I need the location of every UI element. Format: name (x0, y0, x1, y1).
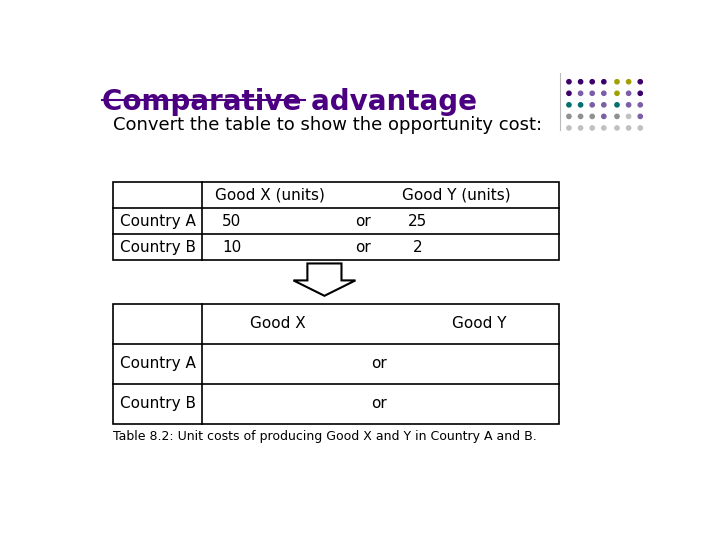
Circle shape (578, 103, 582, 107)
Circle shape (626, 126, 631, 130)
Circle shape (567, 114, 571, 118)
Text: Country A: Country A (120, 356, 196, 371)
Text: Convert the table to show the opportunity cost:: Convert the table to show the opportunit… (113, 117, 542, 134)
Circle shape (638, 103, 642, 107)
Text: 50: 50 (222, 214, 241, 228)
Circle shape (626, 114, 631, 118)
Circle shape (578, 126, 582, 130)
Circle shape (638, 91, 642, 96)
Text: Good Y: Good Y (452, 316, 507, 331)
Circle shape (615, 91, 619, 96)
Circle shape (567, 79, 571, 84)
Text: Table 8.2: Unit costs of producing Good X and Y in Country A and B.: Table 8.2: Unit costs of producing Good … (113, 430, 537, 443)
Circle shape (649, 126, 654, 130)
Text: 10: 10 (222, 240, 241, 255)
Text: Comparative advantage: Comparative advantage (102, 88, 477, 116)
Circle shape (567, 103, 571, 107)
Text: or: or (355, 214, 371, 228)
Text: or: or (371, 356, 387, 371)
Text: 25: 25 (408, 214, 428, 228)
Circle shape (590, 91, 594, 96)
Circle shape (615, 126, 619, 130)
Circle shape (590, 79, 594, 84)
Text: Country B: Country B (120, 240, 196, 255)
Circle shape (638, 79, 642, 84)
Circle shape (602, 79, 606, 84)
Circle shape (590, 126, 594, 130)
Bar (113, 303, 559, 423)
Text: Country A: Country A (120, 214, 196, 228)
Circle shape (602, 103, 606, 107)
Circle shape (578, 91, 582, 96)
Circle shape (649, 103, 654, 107)
Circle shape (615, 114, 619, 118)
Text: Country B: Country B (120, 396, 196, 411)
Text: Good X: Good X (250, 316, 306, 331)
Circle shape (602, 126, 606, 130)
Circle shape (578, 114, 582, 118)
Circle shape (626, 103, 631, 107)
Circle shape (615, 79, 619, 84)
Circle shape (590, 114, 594, 118)
Circle shape (649, 79, 654, 84)
Circle shape (638, 114, 642, 118)
Circle shape (567, 91, 571, 96)
Circle shape (602, 91, 606, 96)
Text: or: or (371, 396, 387, 411)
Circle shape (649, 114, 654, 118)
Circle shape (649, 91, 654, 96)
Circle shape (602, 114, 606, 118)
Circle shape (615, 103, 619, 107)
Text: 2: 2 (413, 240, 423, 255)
Circle shape (626, 79, 631, 84)
Circle shape (638, 126, 642, 130)
Text: Good X (units): Good X (units) (215, 187, 325, 202)
Circle shape (626, 91, 631, 96)
Circle shape (590, 103, 594, 107)
Circle shape (567, 126, 571, 130)
Circle shape (578, 79, 582, 84)
Text: Good Y (units): Good Y (units) (402, 187, 510, 202)
Text: or: or (355, 240, 371, 255)
Bar (113, 182, 559, 260)
